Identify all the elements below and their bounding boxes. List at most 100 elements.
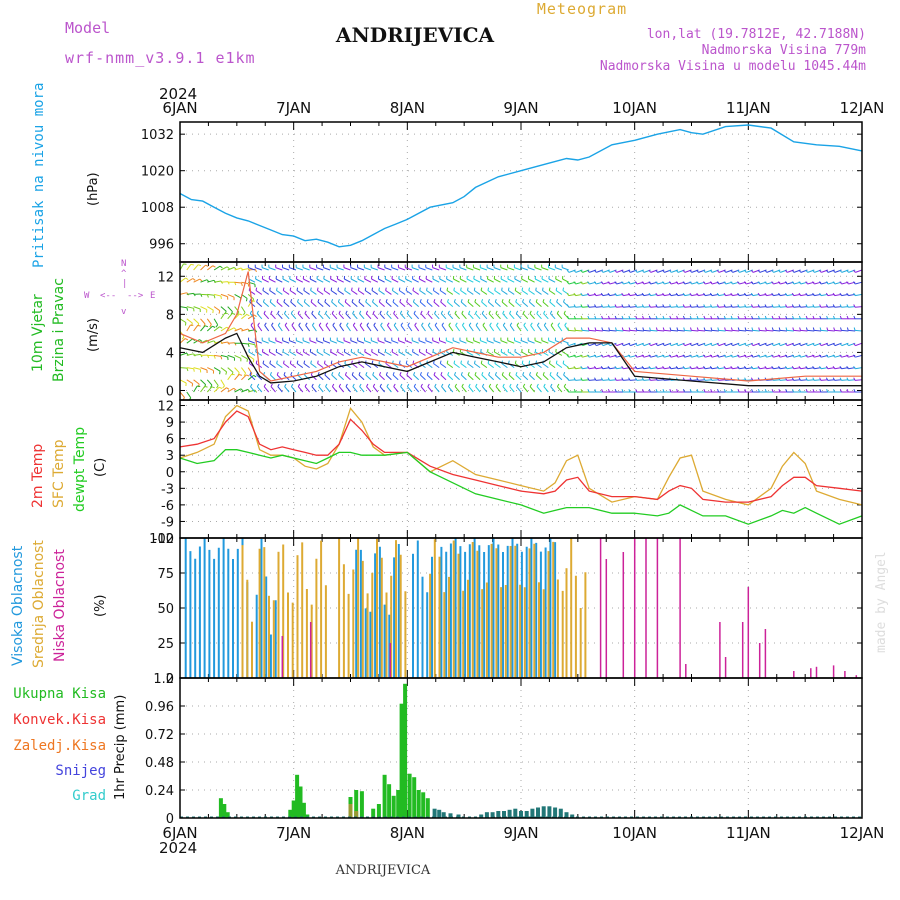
wind-barb-flag	[405, 287, 408, 291]
wind-barb	[220, 281, 228, 283]
wind-barb-flag	[454, 310, 457, 314]
wind-barb-flag	[549, 310, 553, 314]
wind-barb-flag	[197, 385, 201, 387]
precip-bar	[288, 809, 293, 818]
wind-barb-flag	[536, 310, 539, 314]
wind-barb	[616, 379, 624, 381]
precip-bar	[382, 774, 387, 818]
wind-barb-flag	[825, 366, 829, 370]
wind-barb-flag	[648, 269, 652, 273]
wind-barb-flag	[440, 372, 443, 376]
wind-barb-flag	[522, 383, 526, 387]
wind-barb-flag	[655, 292, 658, 296]
wind-barb-flag	[818, 354, 822, 358]
wind-barb	[820, 379, 828, 381]
wind-barb-flag	[567, 327, 570, 331]
wind-barb	[691, 306, 699, 308]
wind-barb-flag	[641, 269, 645, 273]
wind-barb	[508, 374, 515, 381]
wind-barb-flag	[846, 281, 849, 285]
wind-barb-flag	[474, 310, 478, 314]
wind-barb-flag	[689, 292, 692, 296]
wind-barb	[855, 293, 863, 297]
wind-barb-flag	[193, 368, 195, 372]
wind-barb-flag	[778, 327, 781, 331]
wind-barb	[516, 386, 522, 393]
wind-barb-flag	[501, 372, 504, 376]
wind-barb-flag	[256, 383, 260, 387]
wind-barb-flag	[818, 269, 822, 273]
wind-barb-flag	[516, 322, 520, 326]
wind-barb-flag	[496, 322, 499, 326]
precip-bar	[432, 808, 437, 818]
wind-barb-flag	[709, 281, 713, 285]
wind-barb	[392, 301, 399, 307]
wind-barb-flag	[251, 300, 256, 302]
wind-barb	[562, 351, 569, 356]
wind-barb	[302, 267, 310, 271]
wind-barb-flag	[521, 287, 524, 291]
wind-barb-flag	[318, 383, 321, 387]
wind-barb	[372, 301, 379, 307]
wind-barb-flag	[580, 269, 583, 273]
wind-barb-flag	[448, 322, 451, 326]
wind-barb	[323, 351, 331, 356]
wind-barb	[475, 325, 481, 332]
wind-barb-flag	[256, 299, 259, 303]
precip-bar	[291, 800, 296, 818]
wind-barb	[752, 329, 760, 332]
wind-barb	[704, 306, 713, 308]
wind-barb	[248, 342, 256, 346]
wind-barb	[426, 301, 433, 307]
x-tick-label-top: 7JAN	[276, 99, 311, 117]
wind-barb	[609, 306, 617, 308]
pressure-line	[179, 124, 863, 248]
wind-barb	[366, 325, 372, 332]
wind-barb	[234, 367, 240, 374]
wind-barb	[502, 386, 508, 393]
wind-barb	[179, 352, 187, 356]
wind-barb	[834, 379, 842, 381]
wind-barb	[262, 340, 269, 344]
wind-barb	[459, 340, 467, 344]
wind-barb-flag	[600, 342, 604, 346]
wind-barb-flag	[853, 269, 856, 273]
wind-barb	[290, 301, 297, 307]
wind-barb	[521, 278, 529, 283]
wind-barb-flag	[771, 389, 774, 393]
cloud-ylabel-high: Visoka Oblacnost	[10, 545, 26, 666]
wind-barb	[488, 374, 495, 381]
wind-barb	[325, 386, 331, 393]
wind-barb-flag	[580, 304, 583, 308]
wind-barb	[515, 301, 522, 307]
x-tick-label-bottom: 12JAN	[840, 824, 885, 842]
wind-barb	[419, 351, 426, 356]
wind-barb-flag	[778, 366, 781, 370]
wind-barb	[282, 278, 290, 283]
wind-barb	[227, 367, 234, 373]
wind-unit: (m/s)	[86, 318, 101, 352]
wind-barb	[855, 367, 863, 370]
wind-barb-flag	[219, 265, 223, 269]
precip-bar	[541, 806, 546, 818]
wind-barb-flag	[467, 299, 470, 303]
wind-barb-flag	[330, 360, 333, 364]
wind-barb	[773, 379, 781, 381]
wind-barb-flag	[655, 281, 658, 285]
wind-barb	[220, 293, 228, 298]
wind-barb	[310, 290, 317, 295]
wind-barb-flag	[696, 292, 699, 296]
wind-barb	[536, 313, 542, 320]
wind-barb-flag	[587, 389, 590, 393]
wind-barb	[827, 306, 835, 308]
wind-barb-flag	[460, 372, 463, 376]
wind-barb	[759, 329, 767, 332]
wind-barb	[255, 278, 263, 283]
wind-barb-flag	[574, 327, 576, 331]
wind-barb-flag	[784, 354, 788, 358]
wind-barb-flag	[791, 304, 795, 308]
wind-barb-flag	[798, 281, 802, 285]
wind-barb-flag	[744, 377, 747, 381]
wind-barb	[366, 386, 372, 393]
wind-barb-flag	[205, 264, 209, 267]
